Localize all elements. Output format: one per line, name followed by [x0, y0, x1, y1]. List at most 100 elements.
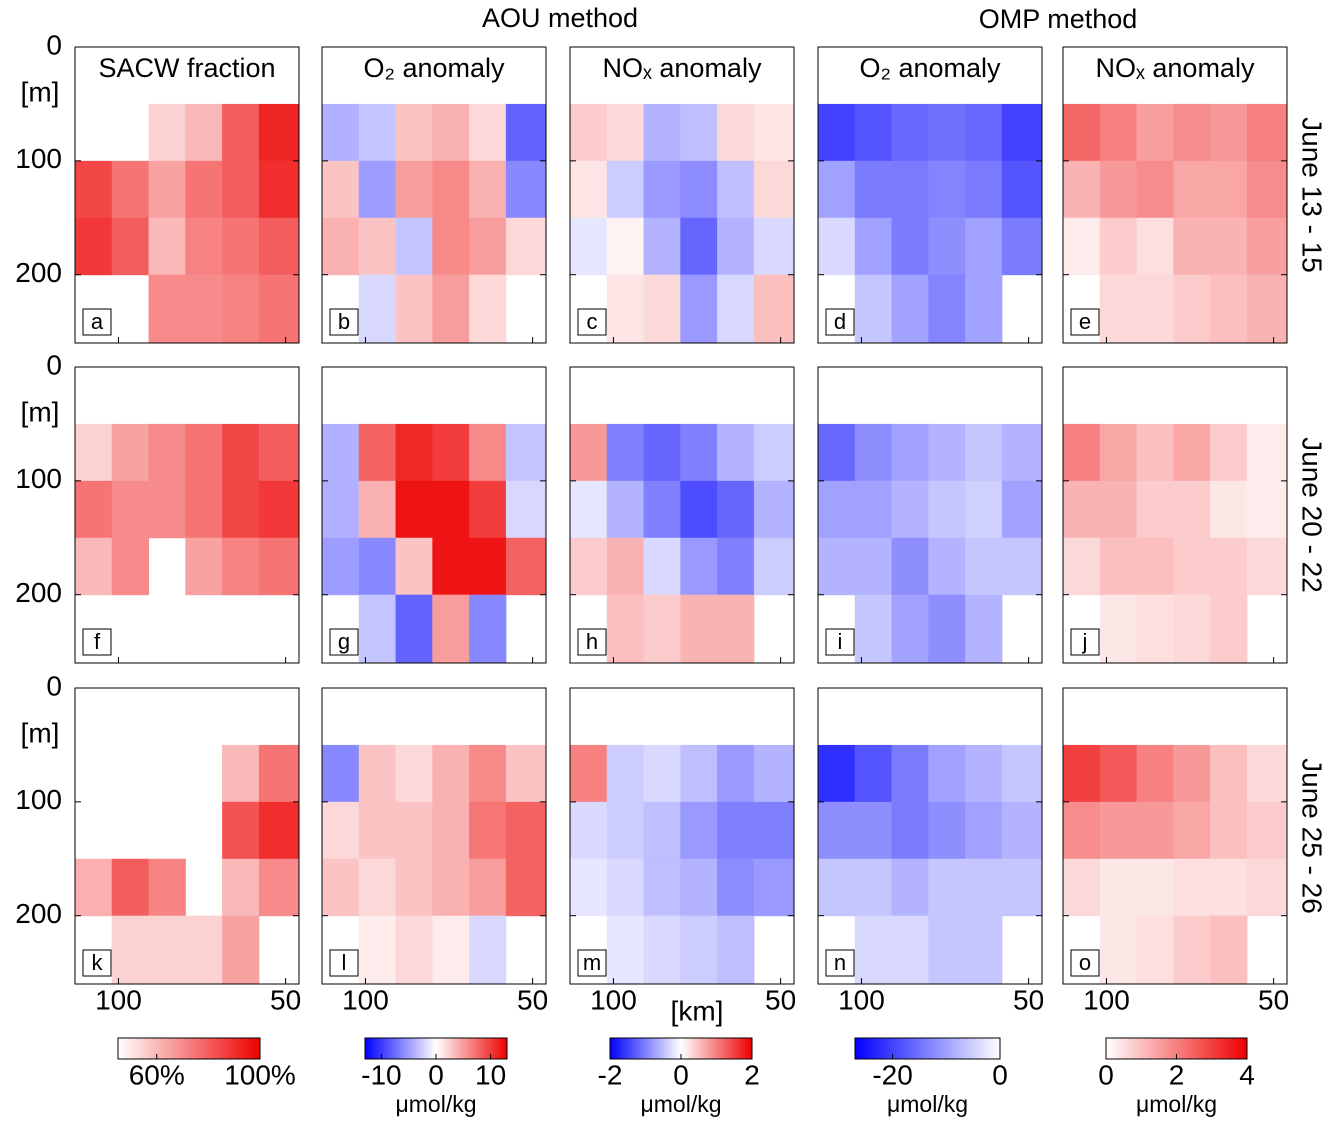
heatmap-cell [258, 537, 300, 596]
heatmap-cell [258, 480, 300, 539]
heatmap-cell [1136, 217, 1174, 276]
panel-letter-box [1070, 628, 1100, 656]
heatmap-cell [432, 480, 470, 539]
heatmap-cell [1136, 423, 1174, 482]
y-tick-label: 0 [46, 670, 62, 701]
colorbar [854, 1037, 1001, 1060]
heatmap-cell [469, 423, 507, 482]
colorbar-unit: μmol/kg [396, 1091, 477, 1117]
heatmap-cell [891, 537, 929, 596]
heatmap-cell [432, 744, 470, 803]
heatmap-cell [469, 594, 507, 664]
heatmap-cell [222, 160, 260, 219]
heatmap-cell [818, 423, 856, 482]
heatmap-cell [717, 423, 755, 482]
heatmap-cell [469, 801, 507, 860]
heatmap-cell [643, 801, 681, 860]
heatmap-cell [818, 537, 856, 596]
heatmap-cell [358, 858, 397, 917]
heatmap-cell [222, 480, 260, 539]
heatmap-cell [358, 160, 397, 219]
heatmap-cell [358, 274, 397, 344]
heatmap-cell [111, 858, 150, 917]
heatmap-cell [680, 480, 718, 539]
heatmap-cell [1173, 480, 1211, 539]
heatmap-cell [643, 274, 681, 344]
heatmap-cell [222, 217, 260, 276]
panel-letter: i [838, 629, 843, 654]
panel-letter: f [94, 629, 101, 654]
panel-frame [569, 46, 795, 344]
heatmap-cell [717, 801, 755, 860]
heatmap-cell [322, 217, 360, 276]
heatmap-cell [753, 744, 795, 803]
heatmap-cell [358, 217, 397, 276]
heatmap-cell [570, 858, 608, 917]
row-label: June 25 - 26 [1297, 758, 1328, 914]
heatmap-cell [148, 217, 186, 276]
colorbar-tick-label: 0 [992, 1059, 1008, 1090]
heatmap-cell [643, 103, 681, 162]
panel-letter: h [586, 629, 598, 654]
heatmap-cell [606, 537, 645, 596]
heatmap-cell [818, 744, 856, 803]
heatmap-cell [717, 160, 755, 219]
heatmap-cell [965, 744, 1003, 803]
heatmap-cell [432, 160, 470, 219]
heatmap-cell [854, 423, 893, 482]
panel-letter-box [82, 949, 112, 977]
heatmap-cell [258, 744, 300, 803]
heatmap-cell [854, 103, 893, 162]
heatmap-cell [1246, 480, 1288, 539]
heatmap-cell [148, 858, 186, 917]
heatmap-cell [222, 103, 260, 162]
panel-letter: o [1079, 950, 1091, 975]
heatmap-cell [570, 103, 608, 162]
heatmap-cell [358, 480, 397, 539]
heatmap-cell [258, 858, 300, 917]
heatmap-cell [1136, 801, 1174, 860]
colorbar [117, 1037, 261, 1060]
heatmap-cell [891, 423, 929, 482]
panel-letter-box [329, 308, 359, 336]
heatmap-cell [469, 537, 507, 596]
heatmap-cell [928, 480, 966, 539]
heatmap-cell [891, 274, 929, 344]
method-header: OMP method [979, 4, 1138, 34]
heatmap-cell [965, 160, 1003, 219]
heatmap-cell [928, 594, 966, 664]
heatmap-cell [606, 744, 645, 803]
heatmap-cell [111, 160, 150, 219]
heatmap-cell [854, 217, 893, 276]
heatmap-cell [1001, 537, 1043, 596]
row-label: June 13 - 15 [1297, 117, 1328, 273]
heatmap-cell [680, 594, 718, 664]
heatmap-cell [395, 480, 433, 539]
heatmap-cell [606, 594, 645, 664]
heatmap-cell [185, 480, 223, 539]
heatmap-cell [395, 594, 433, 664]
heatmap-cell [322, 744, 360, 803]
heatmap-cell [606, 858, 645, 917]
panel-title: NOₓ anomaly [603, 53, 762, 83]
heatmap-cell [1001, 744, 1043, 803]
x-tick-label: 50 [765, 984, 796, 1015]
heatmap-cell [854, 744, 893, 803]
panel-frame [569, 366, 795, 664]
heatmap-cell [854, 801, 893, 860]
heatmap-cell [322, 858, 360, 917]
heatmap-cell [753, 801, 795, 860]
heatmap-cell [1246, 217, 1288, 276]
heatmap-cell [258, 160, 300, 219]
colorbar-tick-label: -10 [361, 1059, 401, 1090]
panel-frame [1062, 46, 1288, 344]
heatmap-cell [1136, 537, 1174, 596]
heatmap-cell [753, 480, 795, 539]
heatmap-cell [606, 423, 645, 482]
x-tick-label: 50 [1013, 984, 1044, 1015]
heatmap-cell [928, 160, 966, 219]
heatmap-cell [1246, 274, 1288, 344]
heatmap-cell [891, 744, 929, 803]
heatmap-cell [1210, 801, 1248, 860]
heatmap-cell [680, 744, 718, 803]
